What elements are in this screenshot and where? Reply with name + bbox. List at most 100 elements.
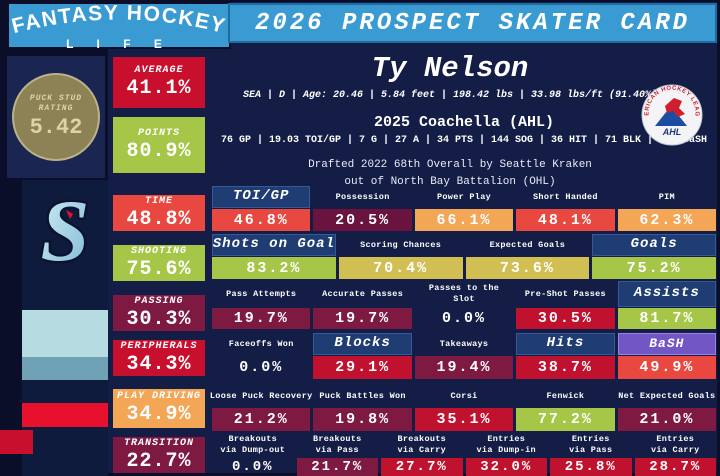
stat-value: 19.4% [414, 356, 514, 379]
stat-label: Power Play [437, 191, 492, 202]
stat-header: Fenwick [516, 385, 614, 407]
stat-cell-hits: Hits 38.7% [516, 333, 615, 379]
stat-cell-expected-goals: Expected Goals 73.6% [465, 234, 590, 279]
ahl-abbr-text: AHL [662, 127, 682, 137]
stat-cell-toi-gp: TOI/GP 46.8% [212, 186, 311, 231]
stat-label: Net Expected Goals [618, 390, 716, 401]
stat-value: 20.5% [313, 209, 412, 231]
stat-cell-possession: Possession 20.5% [313, 186, 412, 231]
stat-label: Takeaways [439, 338, 489, 349]
stat-value: 75.2% [592, 257, 716, 279]
stat-header: PIM [618, 186, 716, 208]
stat-cell-blocks: Blocks 29.1% [313, 333, 412, 379]
category-value: 48.8% [126, 207, 192, 231]
stat-value: 81.7% [617, 308, 717, 329]
stat-label-line2: via Carry [397, 445, 447, 455]
stat-label-line2: via Pass [315, 445, 359, 455]
draft-info: Drafted 2022 68th Overall by Seattle Kra… [212, 157, 716, 190]
stat-value: 77.2% [516, 408, 615, 431]
stat-label: Shots on Goal [212, 236, 335, 253]
stat-value: 21.7% [296, 458, 378, 476]
category-label: POINTS [137, 127, 180, 139]
stat-header: Shots on Goal [212, 234, 336, 256]
stat-label: Entries [656, 434, 695, 445]
color-bar-steel-blue [22, 357, 108, 380]
color-bar-ice-blue [22, 310, 108, 357]
stat-header: Breakouts via Dump-out [212, 433, 294, 457]
stat-value: 21.2% [212, 408, 311, 431]
stat-header: Passes to the Slot [415, 281, 513, 307]
stat-header: BaSH [617, 333, 717, 355]
ahl-league-logo-icon: AMERICAN HOCKEY LEAGUE AHL [641, 84, 703, 146]
stat-label: BaSH [649, 335, 685, 351]
ahl-skater-shape [665, 98, 685, 117]
stat-cell-puck-battles-won: Puck Battles Won 19.8% [313, 385, 412, 431]
stat-header: Power Play [415, 186, 513, 208]
stat-header: Pass Attempts [212, 281, 310, 307]
stat-cell-faceoffs-won: Faceoffs Won 0.0% [212, 333, 310, 379]
stat-cell-entries-pass: Entries via Pass 25.8% [550, 433, 632, 476]
stat-label: Fenwick [546, 390, 585, 401]
ahl-blue-triangle [655, 106, 687, 126]
stat-row-shooting: Shots on Goal 83.2% Scoring Chances 70.4… [212, 234, 716, 279]
stat-label: TOI/GP [232, 188, 290, 205]
stat-cell-pim: PIM 62.3% [617, 186, 717, 231]
stat-cell-pass-attempts: Pass Attempts 19.7% [212, 281, 311, 329]
stat-label: Possession [335, 191, 390, 202]
stat-label-line2: Slot [453, 294, 475, 304]
stat-label: Pre-Shot Passes [524, 288, 606, 299]
category-value: 34.9% [126, 403, 192, 426]
stat-header: Short Handed [516, 186, 614, 208]
draft-line2: out of North Bay Battalion (OHL) [344, 175, 556, 188]
stat-header: Entries via Carry [635, 433, 717, 457]
rating-label-line2: RATING [38, 104, 74, 113]
stat-header: Breakouts via Carry [381, 433, 463, 457]
stat-value: 83.2% [212, 257, 336, 279]
stat-value: 70.4% [338, 257, 463, 279]
stat-header: TOI/GP [212, 186, 311, 208]
stat-label: Scoring Chances [360, 239, 442, 250]
stat-value: 49.9% [617, 356, 717, 379]
category-shooting: SHOOTING 75.6% [113, 245, 205, 281]
category-time: TIME 48.8% [113, 195, 205, 231]
stat-label: Breakouts [228, 434, 278, 445]
stat-cell-entries-carry: Entries via Carry 28.7% [634, 433, 717, 476]
stat-value: 66.1% [414, 209, 514, 231]
stat-label: Puck Battles Won [319, 390, 406, 401]
stat-value: 0.0% [231, 459, 274, 475]
season-stats-line: 76 GP | 19.03 TOI/GP | 7 G | 27 A | 34 P… [220, 135, 708, 146]
stat-grid: TOI/GP 46.8% Possession 20.5% Power Play… [210, 186, 717, 476]
draft-line1: Drafted 2022 68th Overall by Seattle Kra… [308, 159, 592, 171]
stat-value: 73.6% [465, 257, 590, 279]
stat-label: Breakouts [397, 434, 447, 445]
stat-label-line2: via Dump-out [220, 445, 286, 455]
puck-stud-rating-badge: PUCK STUD RATING 5.42 [12, 73, 100, 161]
category-label: TIME [144, 195, 173, 207]
page-title-bar: 2026 PROSPECT SKATER CARD [228, 3, 717, 43]
category-value: 30.3% [126, 307, 192, 331]
stat-label: Goals [630, 236, 678, 253]
stat-cell-accurate-passes: Accurate Passes 19.7% [313, 281, 412, 329]
stat-header: Expected Goals [466, 234, 590, 256]
rating-value: 5.42 [29, 115, 83, 141]
category-peripherals: PERIPHERALS 34.3% [113, 340, 205, 376]
stat-label-line2: via Carry [650, 445, 700, 455]
stat-header: Assists [617, 281, 717, 307]
stat-label: Accurate Passes [322, 288, 404, 299]
logo-text: FANTASY HOCKEY [9, 1, 227, 38]
stat-cell-pre-shot-passes: Pre-Shot Passes 30.5% [516, 281, 615, 329]
stat-label: Entries [571, 434, 610, 445]
stat-header: Faceoffs Won [212, 333, 310, 355]
player-bio-line: SEA | D | Age: 20.46 | 5.84 feet | 198.4… [242, 90, 658, 101]
stat-cell-breakouts-pass: Breakouts via Pass 21.7% [296, 433, 378, 476]
category-value: 22.7% [126, 449, 192, 473]
stat-value: 27.7% [381, 458, 463, 476]
stat-value: 19.7% [313, 308, 412, 329]
category-play-driving: PLAY DRIVING 34.9% [113, 389, 205, 428]
category-label: TRANSITION [123, 437, 194, 449]
stat-label: PIM [658, 191, 675, 202]
stat-header: Entries via Dump-in [466, 433, 548, 457]
rating-label-line1: PUCK STUD [29, 93, 83, 103]
stat-cell-corsi: Corsi 35.1% [414, 385, 514, 431]
